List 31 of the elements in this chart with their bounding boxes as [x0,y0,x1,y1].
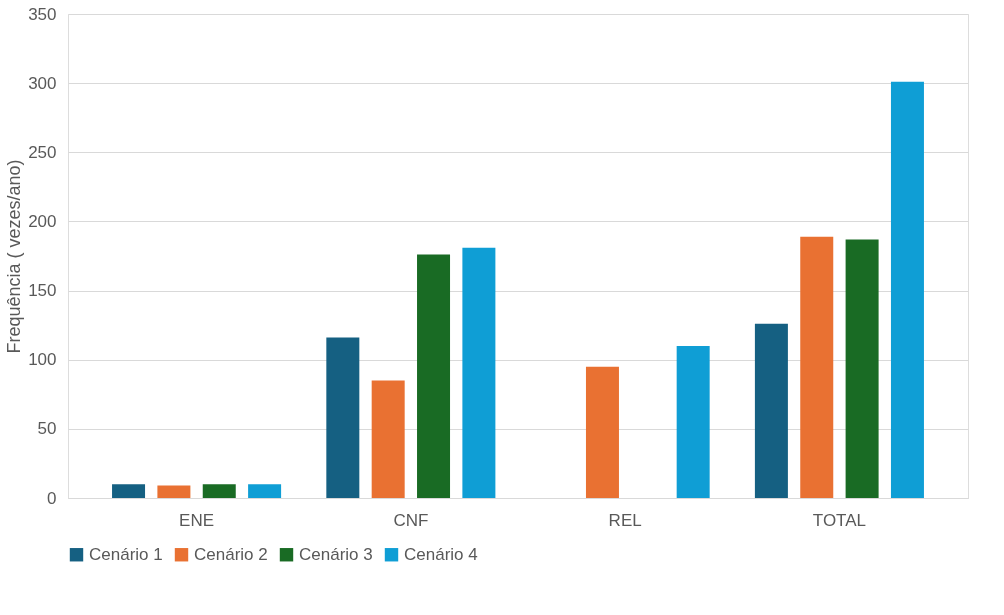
y-tick-label: 200 [28,211,57,231]
bar [845,239,879,498]
bar [202,484,236,498]
bar [462,247,496,498]
x-tick-label: REL [608,510,642,530]
bar [248,484,282,498]
bar [371,380,405,498]
y-tick-label: 0 [47,488,57,508]
y-tick-label: 50 [37,419,57,439]
x-tick-label: CNF [393,510,429,530]
y-tick-label: 250 [28,142,57,162]
bar [112,484,146,498]
x-tick-label: TOTAL [812,510,867,530]
bar [754,323,788,498]
legend-label: Cenário 3 [299,544,373,564]
y-axis-title: Frequência ( vezes/ano) [4,159,25,354]
y-tick-label: 150 [28,281,57,301]
y-tick-label: 300 [28,73,57,93]
legend-label: Cenário 2 [194,544,268,564]
bar [800,236,834,498]
x-tick-label: ENE [179,510,215,530]
bar [417,254,451,498]
bar [890,81,924,498]
legend-label: Cenário 4 [404,544,478,564]
legend-label: Cenário 1 [89,544,163,564]
y-tick-label: 100 [28,350,57,370]
bar [585,366,619,498]
bar [157,485,191,498]
bar [326,337,360,498]
bar [676,345,710,498]
y-tick-label: 350 [28,4,57,24]
